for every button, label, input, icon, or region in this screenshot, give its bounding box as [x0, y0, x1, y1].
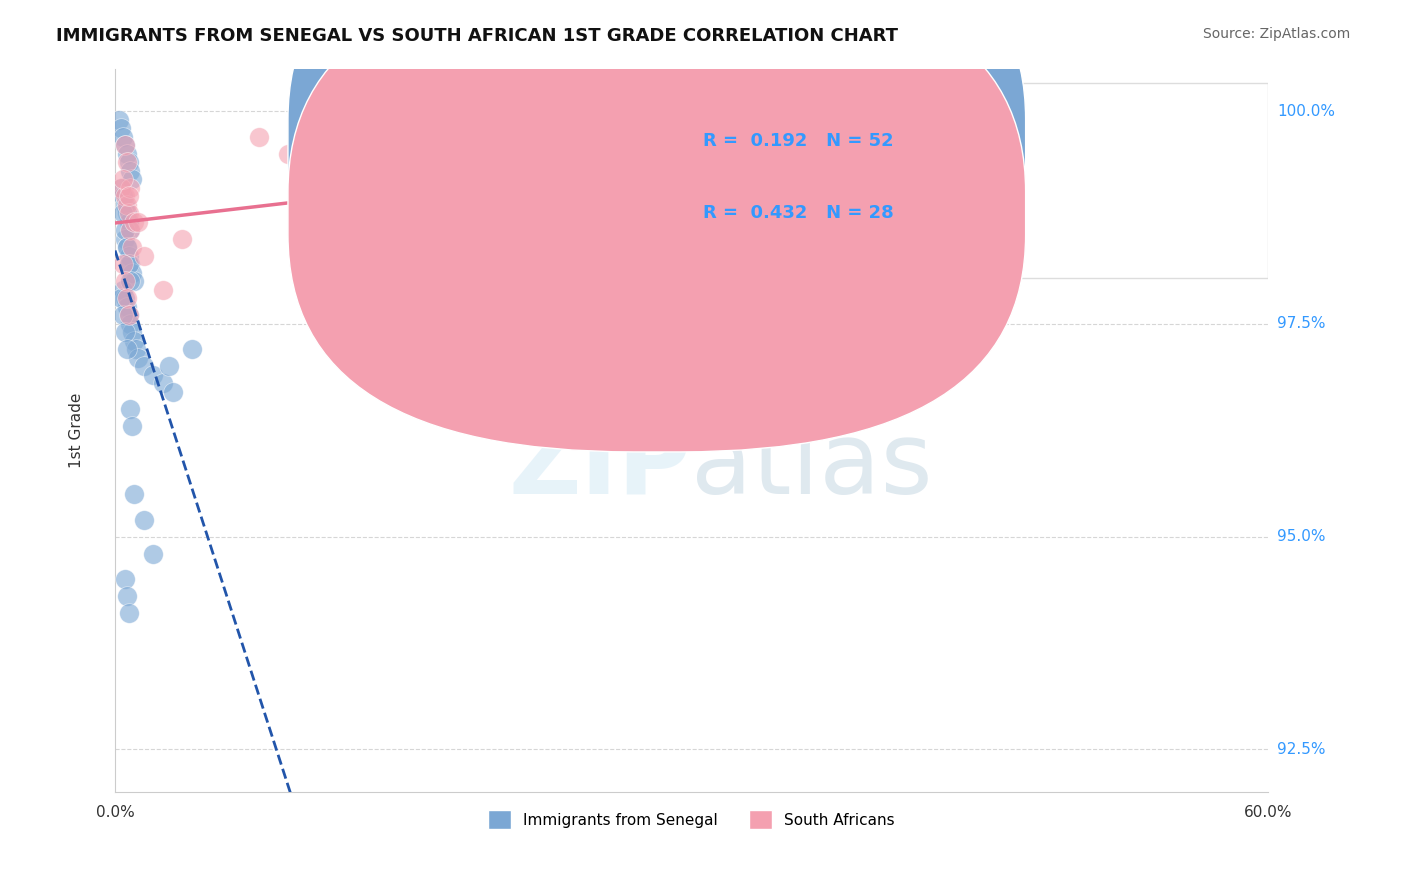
- Point: [120, 163, 142, 178]
- Text: R =  0.432   N = 28: R = 0.432 N = 28: [703, 204, 894, 222]
- Point: [152, 283, 174, 297]
- FancyBboxPatch shape: [288, 0, 1025, 452]
- Point: [120, 223, 142, 237]
- Point: [121, 419, 143, 434]
- Point: [392, 180, 415, 194]
- Point: [120, 180, 142, 194]
- Point: [583, 172, 606, 186]
- Point: [117, 249, 139, 263]
- Point: [111, 206, 134, 220]
- Text: atlas: atlas: [692, 418, 934, 515]
- Point: [247, 129, 270, 144]
- Point: [162, 384, 184, 399]
- Point: [111, 129, 134, 144]
- Point: [335, 163, 357, 178]
- Text: 92.5%: 92.5%: [1277, 742, 1326, 757]
- Text: 95.0%: 95.0%: [1277, 529, 1326, 544]
- Point: [117, 606, 139, 620]
- Point: [111, 172, 134, 186]
- Point: [120, 257, 142, 271]
- Point: [120, 223, 142, 237]
- Point: [114, 189, 136, 203]
- Point: [120, 274, 142, 288]
- Point: [122, 274, 145, 288]
- Point: [120, 317, 142, 331]
- Point: [111, 257, 134, 271]
- Point: [117, 309, 139, 323]
- Point: [121, 240, 143, 254]
- Point: [152, 376, 174, 391]
- Point: [132, 513, 155, 527]
- Point: [111, 309, 134, 323]
- Point: [157, 359, 180, 374]
- Point: [110, 121, 132, 136]
- Point: [117, 257, 139, 271]
- Point: [142, 547, 165, 561]
- Point: [114, 232, 136, 246]
- Text: 0.0%: 0.0%: [96, 805, 135, 820]
- Point: [114, 291, 136, 305]
- Point: [132, 249, 155, 263]
- Point: [120, 401, 142, 416]
- Point: [115, 240, 138, 254]
- Point: [122, 334, 145, 348]
- Point: [277, 146, 299, 161]
- Point: [132, 359, 155, 374]
- Point: [117, 189, 139, 203]
- Point: [1160, 104, 1182, 119]
- Point: [115, 155, 138, 169]
- Point: [180, 343, 202, 357]
- Point: [115, 589, 138, 603]
- Text: 97.5%: 97.5%: [1277, 317, 1326, 331]
- Text: R =  0.192   N = 52: R = 0.192 N = 52: [703, 132, 894, 150]
- Point: [114, 572, 136, 586]
- Text: Source: ZipAtlas.com: Source: ZipAtlas.com: [1202, 27, 1350, 41]
- Point: [117, 309, 139, 323]
- Point: [115, 343, 138, 357]
- Point: [114, 138, 136, 153]
- Point: [110, 180, 132, 194]
- Text: 60.0%: 60.0%: [1243, 805, 1292, 820]
- Point: [114, 223, 136, 237]
- Point: [114, 197, 136, 211]
- Point: [114, 326, 136, 340]
- Point: [121, 326, 143, 340]
- Point: [127, 215, 149, 229]
- Point: [121, 266, 143, 280]
- Point: [450, 197, 472, 211]
- Point: [488, 155, 510, 169]
- Point: [122, 487, 145, 501]
- Point: [111, 283, 134, 297]
- Point: [115, 206, 138, 220]
- Text: IMMIGRANTS FROM SENEGAL VS SOUTH AFRICAN 1ST GRADE CORRELATION CHART: IMMIGRANTS FROM SENEGAL VS SOUTH AFRICAN…: [56, 27, 898, 45]
- Point: [115, 197, 138, 211]
- Point: [117, 155, 139, 169]
- Point: [110, 180, 132, 194]
- Point: [142, 368, 165, 382]
- Text: 1st Grade: 1st Grade: [69, 392, 84, 468]
- Point: [117, 206, 139, 220]
- FancyBboxPatch shape: [599, 83, 1268, 278]
- Legend: Immigrants from Senegal, South Africans: Immigrants from Senegal, South Africans: [482, 804, 901, 835]
- Point: [115, 291, 138, 305]
- Point: [127, 351, 149, 365]
- Point: [115, 240, 138, 254]
- Point: [122, 215, 145, 229]
- Point: [114, 274, 136, 288]
- FancyBboxPatch shape: [288, 0, 1025, 380]
- Point: [110, 291, 132, 305]
- Point: [115, 146, 138, 161]
- Point: [115, 300, 138, 314]
- Point: [125, 343, 148, 357]
- Text: ZIP: ZIP: [509, 418, 692, 515]
- Point: [114, 138, 136, 153]
- Text: 100.0%: 100.0%: [1277, 103, 1336, 119]
- Point: [172, 232, 194, 246]
- Point: [111, 189, 134, 203]
- Point: [121, 172, 143, 186]
- Point: [117, 215, 139, 229]
- Point: [108, 112, 131, 127]
